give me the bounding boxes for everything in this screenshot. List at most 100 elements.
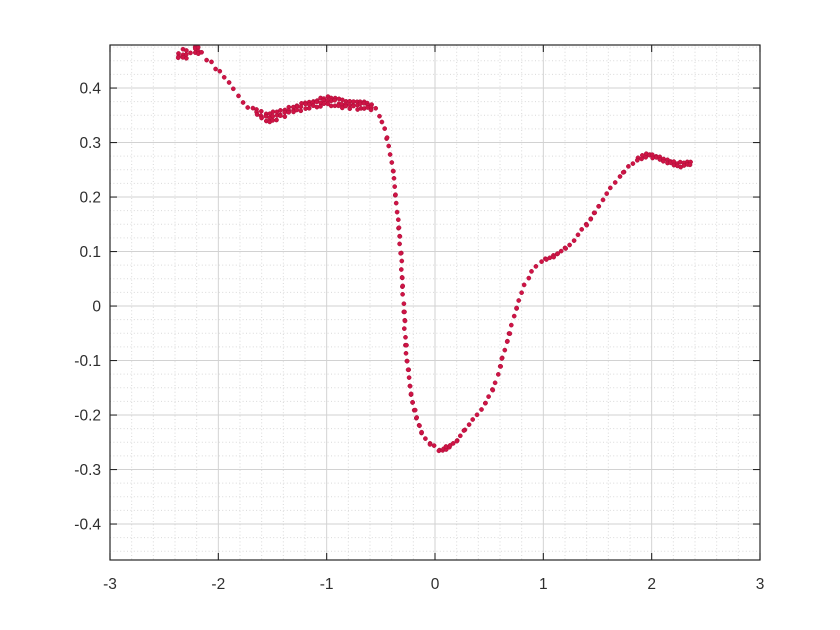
scatter-dot: [382, 126, 388, 131]
scatter-dot: [399, 275, 405, 280]
scatter-dot: [499, 356, 505, 361]
scatter-dot: [384, 135, 390, 140]
scatter-dot: [204, 57, 209, 63]
scatter-dot: [507, 331, 513, 336]
scatter-dot: [457, 433, 463, 439]
scatter-dot: [240, 100, 246, 105]
scatter-dot: [533, 264, 539, 269]
scatter-dot: [392, 184, 398, 189]
scatter-dot: [427, 442, 433, 447]
scatter-dot: [620, 170, 626, 175]
scatter-dot: [571, 238, 577, 243]
scatter-dot: [563, 246, 569, 251]
scatter-dot: [483, 400, 488, 406]
y-tick-label: -0.3: [74, 462, 101, 479]
scatter-dot: [401, 301, 407, 307]
scatter-dot: [396, 225, 402, 231]
scatter-dot: [403, 350, 409, 356]
x-tick-label: -3: [103, 576, 117, 593]
scatter-dot: [687, 162, 693, 168]
scatter-dot: [347, 106, 353, 112]
scatter-dot: [184, 48, 189, 53]
scatter-dot: [387, 152, 393, 157]
y-tick-label: 0.1: [79, 244, 101, 261]
scatter-dot: [407, 383, 413, 389]
scatter-dot: [551, 254, 557, 260]
scatter-dot: [332, 97, 338, 103]
scatter-dot: [519, 290, 524, 296]
scatter-dot: [391, 175, 397, 181]
scatter-dot: [600, 197, 606, 203]
scatter-dot: [377, 113, 382, 119]
scatter-dot: [639, 156, 644, 162]
scatter-dot: [643, 154, 649, 160]
y-tick-label: 0.2: [79, 189, 101, 206]
scatter-dot: [526, 275, 532, 281]
scatter-dot: [259, 115, 264, 121]
scatter-dot: [660, 158, 666, 164]
scatter-dot: [486, 394, 491, 399]
scatter-dot: [404, 342, 409, 348]
scatter-dot: [258, 108, 264, 114]
scatter-dot: [412, 407, 418, 413]
scatter-dot: [567, 242, 572, 248]
scatter-dot: [236, 93, 241, 99]
scatter-dot: [419, 429, 424, 435]
scatter-dot: [270, 113, 276, 119]
scatter-dot: [400, 283, 406, 289]
scatter-dot: [209, 59, 214, 65]
scatter-dot: [226, 80, 232, 85]
x-tick-label: 0: [431, 576, 440, 593]
scatter-dot: [539, 259, 544, 264]
scatter-dot: [607, 185, 613, 191]
scatter-dot: [596, 203, 601, 209]
scatter-dot: [406, 375, 412, 380]
scatter-dot: [398, 267, 404, 272]
scatter-dot: [436, 448, 442, 454]
y-tick-label: 0.3: [79, 135, 101, 152]
scatter-dot: [529, 269, 534, 274]
scatter-dot: [213, 66, 218, 72]
scatter-dot: [278, 113, 283, 119]
scatter-dot: [630, 161, 636, 166]
scatter-dot: [417, 423, 422, 429]
scatter-dot: [339, 105, 345, 111]
scatter-dot: [199, 49, 204, 55]
scatter-dot: [579, 227, 585, 232]
scatter-dot: [479, 407, 484, 412]
scatter-dot: [391, 168, 396, 174]
scatter-dot: [575, 232, 581, 238]
scatter-dot: [393, 200, 399, 206]
scatter-dot: [398, 250, 403, 256]
y-tick-labels: -0.4 -0.3 -0.2 -0.1 0 0.1 0.2 0.3 0.4: [74, 80, 101, 533]
scatter-dot: [282, 110, 288, 115]
scatter-dot: [490, 387, 496, 393]
scatter-dot: [634, 157, 640, 163]
scatter-dot: [454, 438, 460, 444]
scatter-dot: [474, 412, 480, 418]
scatter-dot: [303, 101, 308, 107]
x-tick-label: 3: [756, 576, 765, 593]
scatter-dot: [221, 74, 227, 80]
scatter-dot: [270, 118, 276, 123]
x-tick-label: -2: [211, 576, 225, 593]
scatter-dot: [508, 322, 514, 328]
scatter-dot: [502, 347, 508, 353]
scatter-dot: [470, 417, 476, 422]
scatter-dot: [404, 358, 410, 364]
x-tick-label: -1: [320, 576, 334, 593]
x-tick-label: 2: [647, 576, 656, 593]
scatter-dot: [188, 50, 193, 56]
major-grid: [110, 45, 760, 560]
scatter-dot: [351, 103, 356, 109]
scatter-dot: [314, 99, 319, 105]
scatter-dot: [558, 248, 564, 254]
scatter-dot: [498, 364, 504, 369]
scatter-dot: [495, 372, 501, 377]
scatter-dot: [617, 174, 623, 179]
scatter-dot: [321, 101, 327, 107]
scatter-dot: [393, 192, 398, 198]
scatter-dot: [394, 209, 400, 215]
